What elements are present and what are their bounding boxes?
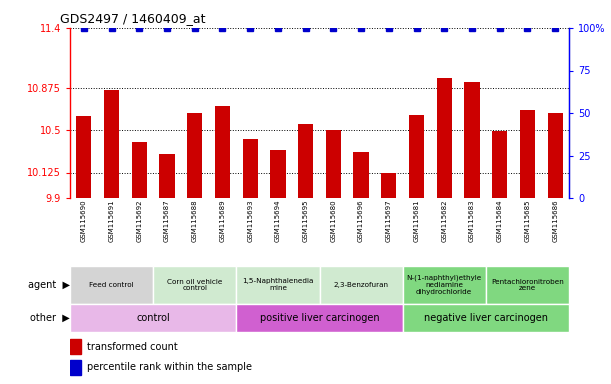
Bar xyxy=(492,131,507,198)
Bar xyxy=(486,266,569,304)
Text: transformed count: transformed count xyxy=(87,341,178,352)
Text: other  ▶: other ▶ xyxy=(31,313,70,323)
Bar xyxy=(153,266,236,304)
Bar xyxy=(270,151,285,198)
Bar xyxy=(132,142,147,198)
Bar xyxy=(403,304,569,332)
Bar xyxy=(159,154,175,198)
Bar xyxy=(464,83,480,198)
Bar xyxy=(409,115,424,198)
Bar xyxy=(187,113,202,198)
Bar xyxy=(76,116,92,198)
Text: GDS2497 / 1460409_at: GDS2497 / 1460409_at xyxy=(60,12,205,25)
Text: agent  ▶: agent ▶ xyxy=(28,280,70,290)
Text: positive liver carcinogen: positive liver carcinogen xyxy=(260,313,379,323)
Text: control: control xyxy=(136,313,170,323)
Bar xyxy=(381,173,397,198)
Bar xyxy=(70,339,81,354)
Bar xyxy=(547,113,563,198)
Bar xyxy=(298,124,313,198)
Bar xyxy=(236,304,403,332)
Text: negative liver carcinogen: negative liver carcinogen xyxy=(424,313,548,323)
Text: 1,5-Naphthalenedia
mine: 1,5-Naphthalenedia mine xyxy=(242,278,313,291)
Text: percentile rank within the sample: percentile rank within the sample xyxy=(87,362,252,372)
Bar xyxy=(70,304,236,332)
Text: Feed control: Feed control xyxy=(89,282,134,288)
Bar xyxy=(215,106,230,198)
Bar xyxy=(353,152,368,198)
Text: Pentachloronitroben
zene: Pentachloronitroben zene xyxy=(491,278,564,291)
Bar xyxy=(403,266,486,304)
Bar xyxy=(104,90,119,198)
Bar xyxy=(236,266,320,304)
Text: N-(1-naphthyl)ethyle
nediamine
dihydrochloride: N-(1-naphthyl)ethyle nediamine dihydroch… xyxy=(407,275,482,295)
Bar xyxy=(326,130,341,198)
Bar xyxy=(437,78,452,198)
Bar xyxy=(520,109,535,198)
Bar xyxy=(70,266,153,304)
Text: Corn oil vehicle
control: Corn oil vehicle control xyxy=(167,278,222,291)
Bar xyxy=(70,360,81,375)
Bar xyxy=(243,139,258,198)
Text: 2,3-Benzofuran: 2,3-Benzofuran xyxy=(334,282,389,288)
Bar xyxy=(320,266,403,304)
